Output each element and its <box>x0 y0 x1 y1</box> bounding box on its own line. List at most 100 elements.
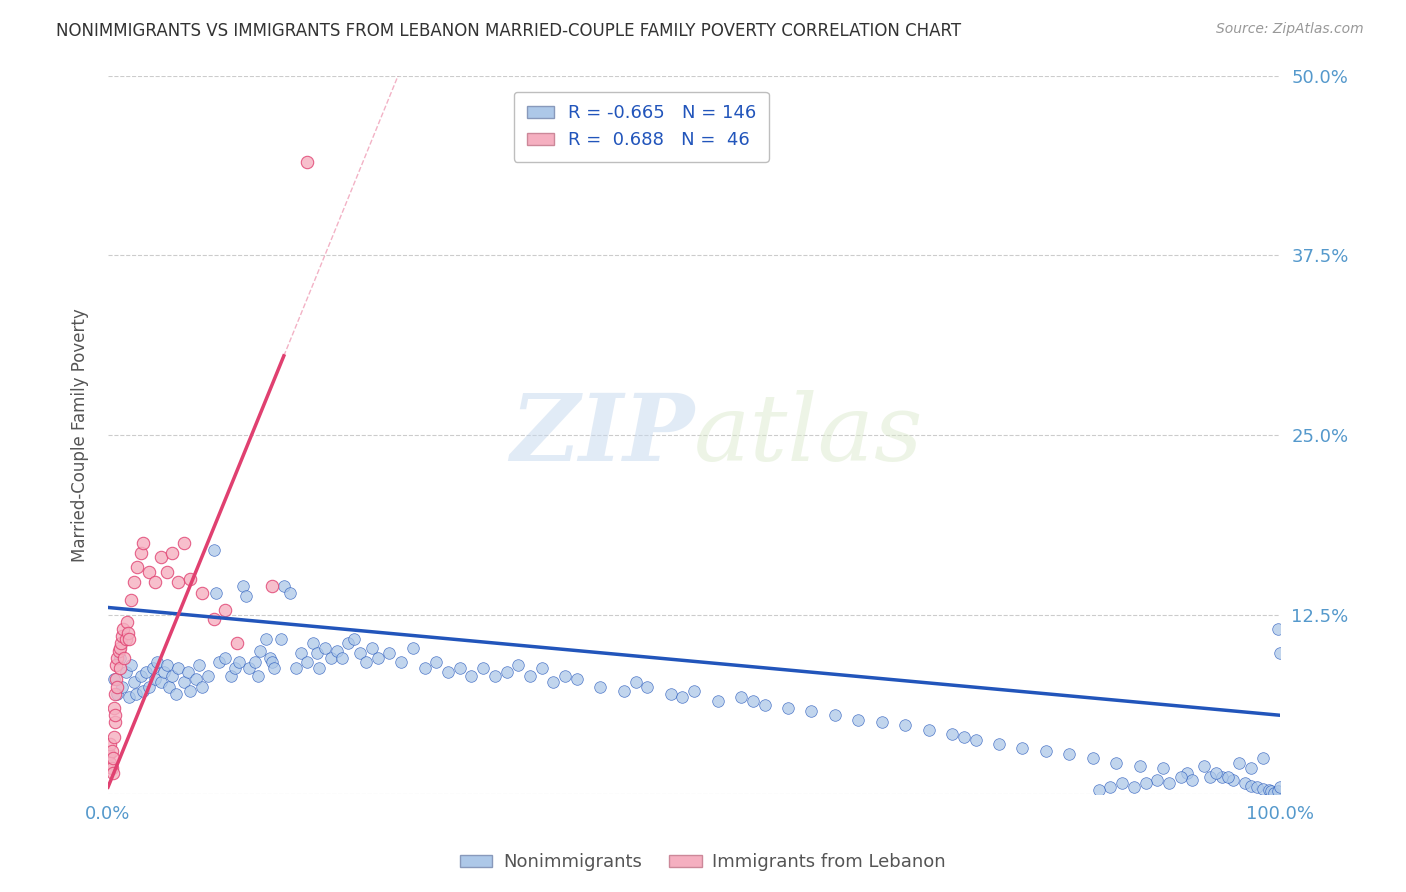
Point <box>302 636 325 650</box>
Point <box>624 675 647 690</box>
Point <box>114 632 136 646</box>
Point <box>202 543 225 558</box>
Legend: Nonimmigrants, Immigrants from Lebanon: Nonimmigrants, Immigrants from Lebanon <box>453 847 953 879</box>
Point <box>519 669 541 683</box>
Point <box>952 730 974 744</box>
Point <box>1251 781 1274 796</box>
Point <box>98 737 121 751</box>
Point <box>108 661 131 675</box>
Point <box>671 690 693 704</box>
Point <box>1135 776 1157 790</box>
Point <box>730 690 752 704</box>
Point <box>103 730 125 744</box>
Point <box>153 665 176 680</box>
Point <box>1267 784 1289 798</box>
Point <box>214 650 236 665</box>
Point <box>118 632 141 646</box>
Point <box>1240 779 1263 793</box>
Point <box>319 650 342 665</box>
Point <box>262 579 284 593</box>
Point <box>706 694 728 708</box>
Point <box>1227 756 1250 770</box>
Point <box>114 665 136 680</box>
Point <box>125 687 148 701</box>
Point <box>343 632 366 646</box>
Point <box>226 636 249 650</box>
Point <box>98 747 121 761</box>
Point <box>224 661 246 675</box>
Point <box>305 647 328 661</box>
Point <box>367 650 389 665</box>
Point <box>1035 744 1057 758</box>
Point <box>1111 776 1133 790</box>
Point <box>1157 776 1180 790</box>
Point <box>141 661 163 675</box>
Point <box>1257 783 1279 797</box>
Point <box>1059 747 1081 761</box>
Point <box>162 546 184 560</box>
Text: NONIMMIGRANTS VS IMMIGRANTS FROM LEBANON MARRIED-COUPLE FAMILY POVERTY CORRELATI: NONIMMIGRANTS VS IMMIGRANTS FROM LEBANON… <box>56 22 962 40</box>
Point <box>162 669 184 683</box>
Point <box>143 574 166 589</box>
Point <box>378 647 401 661</box>
Point <box>1211 770 1233 784</box>
Point <box>129 546 152 560</box>
Point <box>565 673 588 687</box>
Point <box>103 701 125 715</box>
Point <box>134 665 156 680</box>
Point <box>1270 780 1292 794</box>
Point <box>941 727 963 741</box>
Point <box>214 603 236 617</box>
Point <box>179 684 201 698</box>
Point <box>1234 776 1257 790</box>
Point <box>1246 780 1268 794</box>
Point <box>157 680 180 694</box>
Point <box>308 661 330 675</box>
Point <box>104 687 127 701</box>
Point <box>613 684 636 698</box>
Point <box>105 657 128 672</box>
Point <box>108 650 131 665</box>
Point <box>100 762 122 776</box>
Point <box>413 661 436 675</box>
Point <box>112 622 135 636</box>
Point <box>402 640 425 655</box>
Point <box>115 615 138 629</box>
Point <box>101 765 124 780</box>
Point <box>776 701 799 715</box>
Point <box>360 640 382 655</box>
Point <box>122 675 145 690</box>
Point <box>197 669 219 683</box>
Point <box>117 626 139 640</box>
Point <box>1099 780 1122 794</box>
Point <box>191 680 214 694</box>
Point <box>337 636 360 650</box>
Point <box>259 650 281 665</box>
Point <box>1267 622 1289 636</box>
Point <box>179 572 201 586</box>
Point <box>105 687 128 701</box>
Point <box>1081 751 1104 765</box>
Point <box>543 675 565 690</box>
Point <box>659 687 682 701</box>
Point <box>389 655 412 669</box>
Point <box>1105 756 1128 770</box>
Point <box>143 673 166 687</box>
Point <box>243 655 266 669</box>
Point <box>107 643 129 657</box>
Point <box>238 661 260 675</box>
Point <box>354 655 377 669</box>
Point <box>110 636 132 650</box>
Point <box>917 723 939 737</box>
Point <box>1260 784 1282 798</box>
Point <box>173 675 195 690</box>
Point <box>254 632 277 646</box>
Point <box>202 612 225 626</box>
Text: Source: ZipAtlas.com: Source: ZipAtlas.com <box>1216 22 1364 37</box>
Point <box>105 680 128 694</box>
Point <box>894 718 917 732</box>
Point <box>1216 770 1239 784</box>
Point <box>146 655 169 669</box>
Point <box>1205 765 1227 780</box>
Point <box>129 669 152 683</box>
